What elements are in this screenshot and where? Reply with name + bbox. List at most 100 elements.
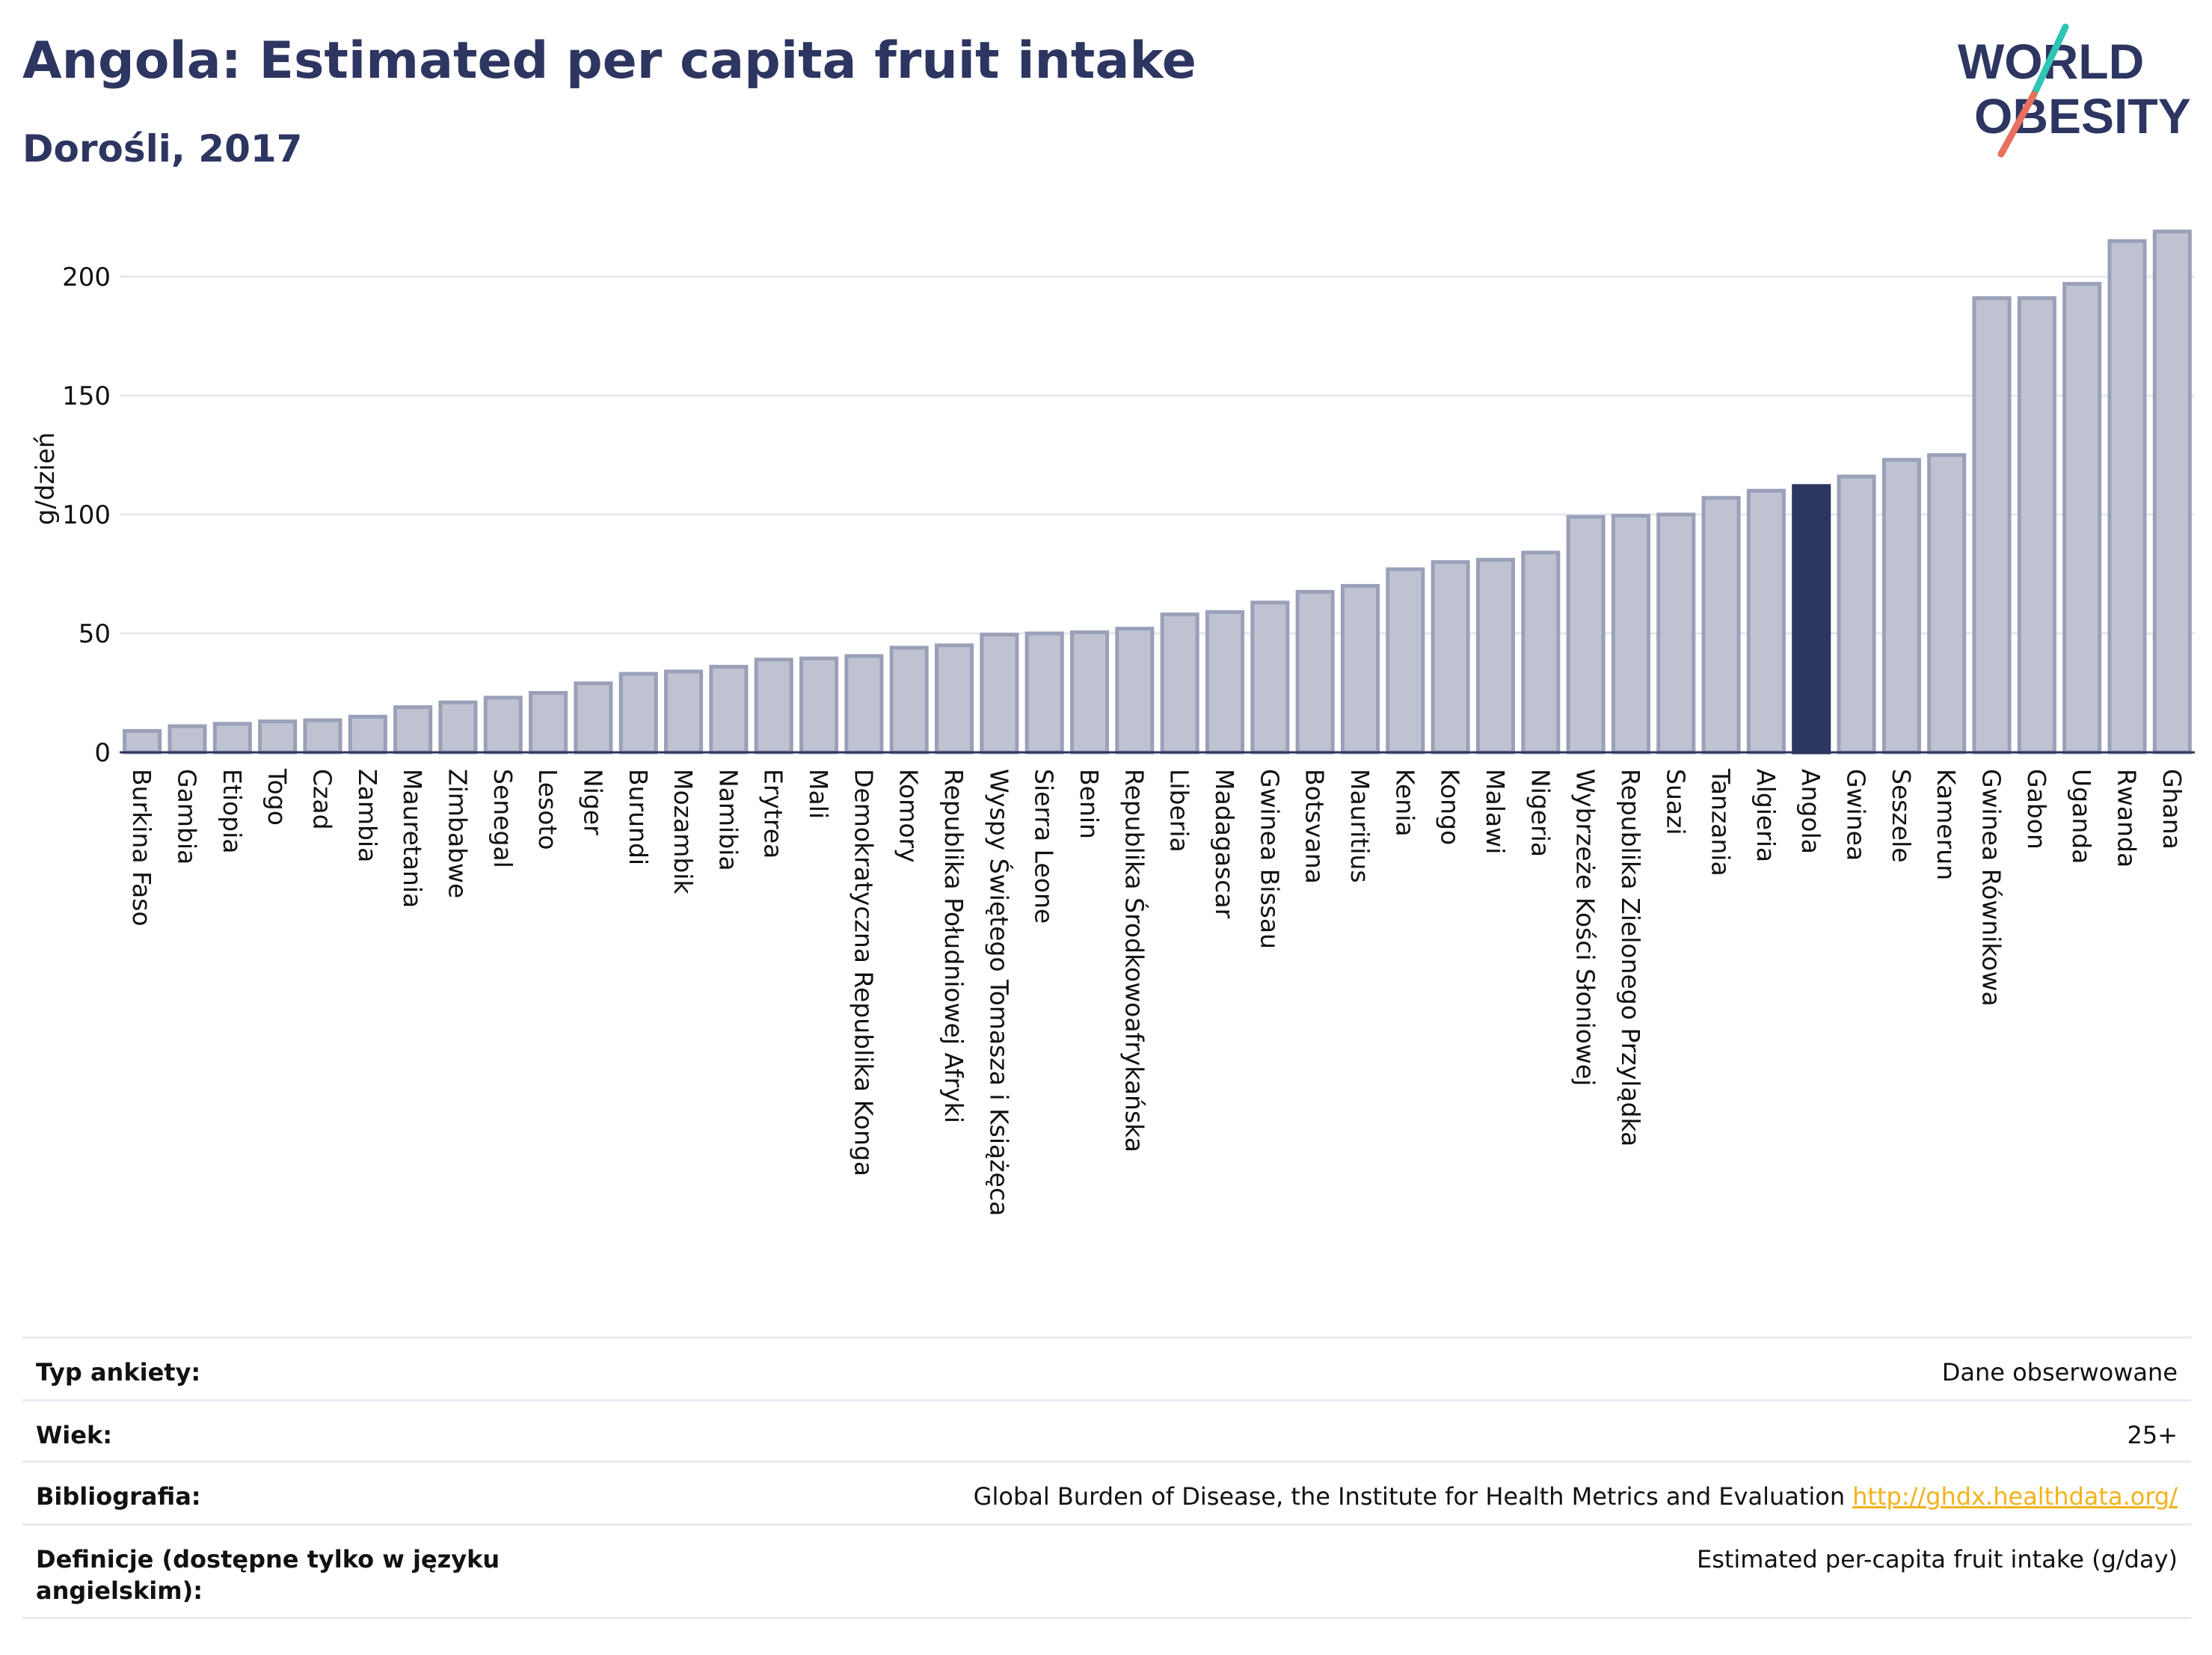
y-tick-label: 200: [62, 262, 111, 292]
bar-togo: [258, 719, 298, 755]
bar-mauretania: [393, 705, 433, 755]
bar-namibia: [709, 665, 749, 755]
bar-gambia: [168, 724, 207, 755]
metadata-row-survey-type: Typ ankiety: Dane obserwowane: [22, 1336, 2191, 1399]
x-tick-label: Erytrea: [759, 769, 788, 859]
x-tick-label: Republika Południowej Afryki: [939, 769, 968, 1123]
bar-erytrea: [754, 657, 793, 755]
x-tick-label: Mali: [804, 769, 833, 819]
bibliography-link[interactable]: http://ghdx.healthdata.org/: [1852, 1482, 2178, 1511]
bar-lesoto: [529, 691, 568, 755]
bar-komory: [889, 645, 929, 755]
x-tick-label: Namibia: [713, 769, 743, 871]
bar-niger: [574, 681, 613, 755]
bar-nigeria: [1521, 550, 1561, 755]
x-tick-label: Zambia: [353, 769, 382, 862]
metadata-label: Bibliografia:: [36, 1482, 201, 1511]
bar-gwinea-równikowa: [1972, 296, 2012, 755]
bar-senegal: [483, 696, 523, 755]
x-tick-label: Kamerun: [1932, 769, 1961, 880]
bar-mauritius: [1340, 583, 1380, 755]
bar-suazi: [1656, 512, 1696, 755]
bar-madagascar: [1205, 610, 1245, 755]
bar-wyspy-świętego-tomasza-i-książęca: [980, 633, 1019, 755]
bar-rwanda: [2107, 239, 2147, 755]
x-tick-label: Kenia: [1390, 769, 1419, 837]
bar-zimbabwe: [438, 700, 478, 755]
x-tick-label: Kongo: [1436, 769, 1465, 845]
x-tick-label: Etiopia: [218, 769, 247, 854]
y-axis-ticks: 0 50 100 150 200: [62, 262, 111, 768]
y-tick-label: 100: [62, 500, 111, 530]
metadata-value: Dane obserwowane: [1941, 1358, 2178, 1387]
x-tick-label: Senegal: [488, 769, 517, 868]
x-tick-label: Gabon: [2022, 769, 2051, 850]
x-tick-label: Wyspy Świętego Tomasza i Książęca: [984, 769, 1014, 1216]
metadata-row-bibliography: Bibliografia: Global Burden of Disease, …: [22, 1461, 2191, 1523]
x-tick-label: Mozambik: [669, 769, 698, 894]
x-tick-label: Republika Zielonego Przylądka: [1616, 769, 1645, 1146]
metadata-value: 25+: [2127, 1421, 2178, 1449]
bar-kamerun: [1927, 453, 1967, 755]
x-tick-label: Seszele: [1887, 769, 1916, 863]
x-tick-label: Togo: [262, 768, 292, 826]
x-tick-label: Ghana: [2157, 769, 2187, 850]
x-tick-label: Nigeria: [1526, 769, 1555, 857]
bar-burundi: [618, 672, 658, 755]
bar-mali: [799, 656, 839, 755]
x-tick-label: Botsvana: [1300, 769, 1330, 884]
bibliography-text: Global Burden of Disease, the Institute …: [973, 1482, 1846, 1511]
x-tick-label: Liberia: [1165, 769, 1194, 853]
x-tick-label: Suazi: [1661, 769, 1690, 835]
x-axis-labels: Burkina Faso Gambia Etiopia Togo Czad Zambia M…: [127, 768, 2187, 1216]
x-tick-label: Benin: [1075, 769, 1104, 839]
bar-kongo: [1431, 560, 1470, 755]
chart-subtitle: Dorośli, 2017: [22, 127, 303, 171]
bar-tanzania: [1701, 496, 1741, 755]
x-tick-label: Republika Środkowoafrykańska: [1119, 769, 1149, 1152]
x-tick-label: Gambia: [172, 769, 201, 865]
bar-gabon: [2017, 296, 2056, 755]
metadata-value: Global Burden of Disease, the Institute …: [974, 1481, 2178, 1512]
y-axis-label: g/dzień: [31, 432, 61, 525]
x-tick-label: Demokratyczna Republika Konga: [849, 769, 878, 1176]
metadata-label: Definicje (dostępne tylko w języku angie…: [36, 1545, 500, 1605]
x-tick-label: Zimbabwe: [443, 769, 472, 898]
metadata-value: Estimated per-capita fruit intake (g/day…: [1696, 1545, 2178, 1573]
metadata-table: Typ ankiety: Dane obserwowane Wiek: 25+ …: [22, 1336, 2191, 1619]
bar-malawi: [1475, 557, 1515, 755]
bar-uganda: [2062, 282, 2102, 755]
x-tick-label: Mauritius: [1345, 769, 1374, 883]
metadata-label: Typ ankiety:: [36, 1358, 201, 1387]
metadata-row-definitions: Definicje (dostępne tylko w języku angie…: [22, 1523, 2191, 1619]
y-tick-label: 150: [62, 381, 111, 411]
y-tick-label: 50: [79, 619, 111, 649]
x-tick-label: Malawi: [1481, 769, 1510, 854]
bar-angola: [1792, 484, 1831, 755]
bar-chart: 0 50 100 150 200 g/dzień Burkina Faso Gambia E…: [31, 230, 2195, 1216]
chart-title: Angola: Estimated per capita fruit intak…: [22, 31, 1196, 90]
x-tick-label: Czad: [307, 769, 337, 830]
x-tick-label: Gwinea: [1842, 769, 1871, 861]
bar-republika-zielonego-przylądka: [1611, 514, 1650, 755]
x-tick-label: Uganda: [2067, 769, 2096, 864]
bar-gwinea-bissau: [1250, 601, 1290, 755]
x-tick-label: Burkina Faso: [127, 769, 156, 927]
x-tick-label: Komory: [894, 769, 924, 863]
y-tick-label: 0: [94, 738, 111, 768]
bar-czad: [303, 718, 342, 755]
bar-republika-południowej-afryki: [935, 643, 974, 755]
bar-seszele: [1881, 458, 1921, 755]
x-tick-label: Algieria: [1751, 769, 1781, 862]
bar-botsvana: [1295, 589, 1335, 755]
x-tick-label: Angola: [1796, 769, 1825, 854]
bar-demokratyczna-republika-konga: [844, 654, 884, 755]
x-tick-label: Rwanda: [2113, 769, 2142, 868]
x-tick-label: Burundi: [624, 769, 653, 865]
bar-etiopia: [212, 722, 252, 755]
x-tick-label: Sierra Leone: [1030, 769, 1059, 924]
bar-burkina-faso: [123, 728, 162, 755]
metadata-row-age: Wiek: 25+: [22, 1399, 2191, 1461]
bar-sierra-leone: [1024, 631, 1064, 755]
bar-benin: [1069, 630, 1110, 755]
